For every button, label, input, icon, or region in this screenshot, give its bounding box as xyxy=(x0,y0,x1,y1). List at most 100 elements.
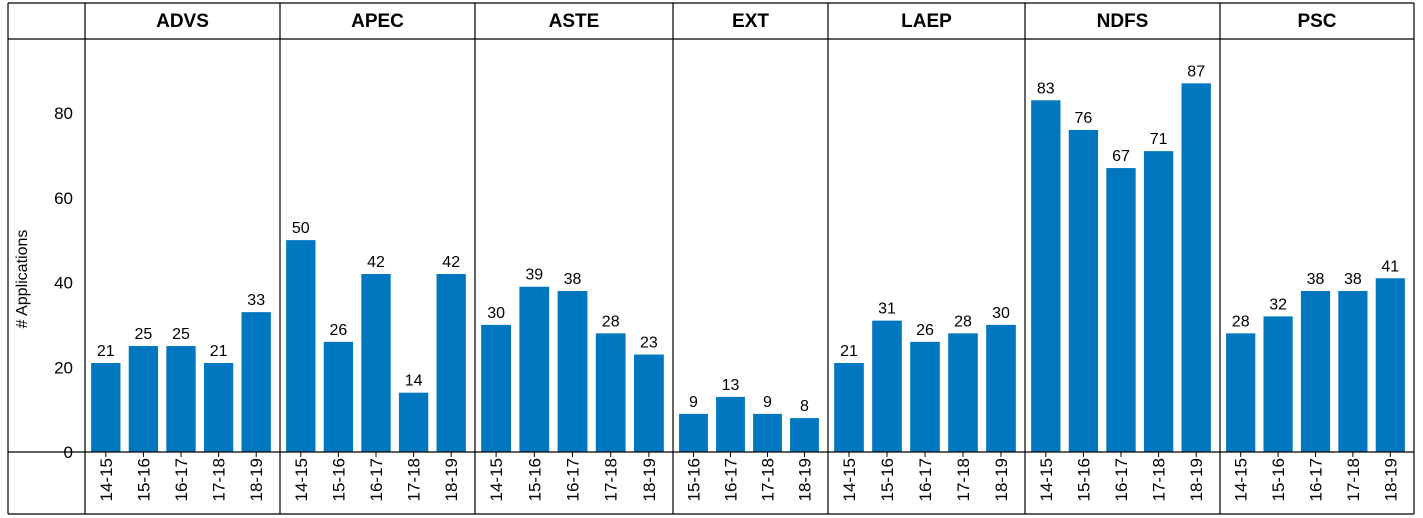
bar-value-label: 28 xyxy=(602,313,620,330)
x-tick-label: 17-18 xyxy=(1150,458,1169,501)
x-tick-label: 17-18 xyxy=(405,458,424,501)
y-axis-title: # Applications xyxy=(14,230,31,329)
bar xyxy=(361,274,391,452)
bar xyxy=(1068,129,1099,452)
x-tick-label: 16-17 xyxy=(1307,458,1326,501)
x-tick-label: 14-15 xyxy=(1232,458,1251,501)
y-tick-label: 80 xyxy=(54,104,73,123)
panel-apec: APEC 50 14-15 26 15-16 42 16-17 14 17-18 42 18-19 xyxy=(286,11,466,501)
bar-value-label: 31 xyxy=(878,301,896,318)
bar-value-label: 41 xyxy=(1381,258,1399,275)
bar-value-label: 26 xyxy=(916,322,934,339)
bar xyxy=(481,324,511,452)
x-tick-label: 15-16 xyxy=(878,458,897,501)
bar-value-label: 83 xyxy=(1037,80,1055,97)
bar xyxy=(872,320,902,452)
x-tick-label: 15-16 xyxy=(525,458,544,501)
x-tick-label: 18-19 xyxy=(796,458,815,501)
bar xyxy=(166,346,196,452)
x-tick-label: 17-18 xyxy=(1344,458,1363,501)
x-tick-label: 15-16 xyxy=(329,458,348,501)
x-tick-label: 14-15 xyxy=(487,458,506,501)
bar-value-label: 38 xyxy=(1307,271,1325,288)
bar xyxy=(910,341,940,452)
x-tick-label: 15-16 xyxy=(685,458,704,501)
bar xyxy=(1226,333,1256,452)
bar xyxy=(241,312,271,452)
y-tick-label: 60 xyxy=(54,189,73,208)
x-tick-label: 18-19 xyxy=(247,458,266,501)
bar-value-label: 38 xyxy=(1344,271,1362,288)
x-tick-label: 14-15 xyxy=(840,458,859,501)
bar xyxy=(834,363,864,452)
bar xyxy=(753,413,782,452)
bar xyxy=(1181,83,1211,453)
bar xyxy=(948,333,978,452)
bar xyxy=(436,274,466,452)
bar xyxy=(716,396,745,452)
bar xyxy=(634,354,664,452)
x-tick-label: 14-15 xyxy=(97,458,116,501)
bar-value-label: 33 xyxy=(247,292,265,309)
bar xyxy=(1031,100,1061,452)
x-tick-label: 17-18 xyxy=(954,458,973,501)
x-tick-label: 15-16 xyxy=(1074,458,1093,501)
x-tick-label: 16-17 xyxy=(172,458,191,501)
bar-value-label: 21 xyxy=(97,343,115,360)
y-tick-label: 40 xyxy=(54,274,73,293)
bar xyxy=(1300,290,1331,452)
x-tick-label: 16-17 xyxy=(916,458,935,501)
panel-title: ASTE xyxy=(549,11,600,32)
bar xyxy=(790,418,819,452)
x-tick-label: 16-17 xyxy=(1112,458,1131,501)
bar xyxy=(203,363,234,452)
bar xyxy=(128,346,159,452)
bar-value-label: 42 xyxy=(367,254,385,271)
bar xyxy=(91,363,121,452)
panel-title: APEC xyxy=(351,11,404,32)
bar-value-label: 23 xyxy=(640,335,658,352)
x-tick-label: 15-16 xyxy=(134,458,153,501)
bar-value-label: 25 xyxy=(172,326,190,343)
bar-value-label: 32 xyxy=(1269,296,1287,313)
panel-advs: ADVS 21 14-15 25 15-16 25 16-17 21 17-18 33 18-19 xyxy=(91,11,271,501)
bar xyxy=(1375,278,1405,452)
x-tick-label: 18-19 xyxy=(1187,458,1206,501)
bar-value-label: 25 xyxy=(135,326,153,343)
bar-value-label: 9 xyxy=(763,394,772,411)
panel-ext: EXT 9 15-16 13 16-17 9 17-18 8 18-19 xyxy=(679,11,819,501)
bar-value-label: 9 xyxy=(689,394,698,411)
x-tick-label: 17-18 xyxy=(602,458,621,501)
y-tick-label: 20 xyxy=(54,358,73,377)
panel-ndfs: NDFS 83 14-15 76 15-16 67 16-17 71 17-18 87 18-19 xyxy=(1031,11,1211,501)
bar-value-label: 50 xyxy=(292,220,310,237)
bar xyxy=(323,341,354,452)
bar xyxy=(519,286,550,452)
bar xyxy=(1106,168,1136,452)
bar-value-label: 76 xyxy=(1075,110,1093,127)
panel-title: EXT xyxy=(732,11,769,32)
bar xyxy=(679,413,708,452)
bar xyxy=(1338,290,1368,452)
panel-title: LAEP xyxy=(901,11,952,32)
bar-value-label: 39 xyxy=(525,267,543,284)
panel-title: ADVS xyxy=(156,11,209,32)
bar xyxy=(1263,316,1293,452)
chart-frame xyxy=(7,2,1415,515)
bar-value-label: 87 xyxy=(1187,63,1205,80)
bar-value-label: 8 xyxy=(800,398,809,415)
bar-value-label: 42 xyxy=(442,254,460,271)
bar-value-label: 13 xyxy=(722,377,740,394)
bar-value-label: 28 xyxy=(954,313,972,330)
bar xyxy=(398,392,429,452)
x-tick-label: 18-19 xyxy=(1381,458,1400,501)
panel-title: NDFS xyxy=(1097,11,1149,32)
bar xyxy=(286,240,316,452)
x-tick-label: 16-17 xyxy=(722,458,741,501)
x-tick-label: 14-15 xyxy=(292,458,311,501)
bar-value-label: 21 xyxy=(840,343,858,360)
bar-value-label: 30 xyxy=(992,305,1010,322)
